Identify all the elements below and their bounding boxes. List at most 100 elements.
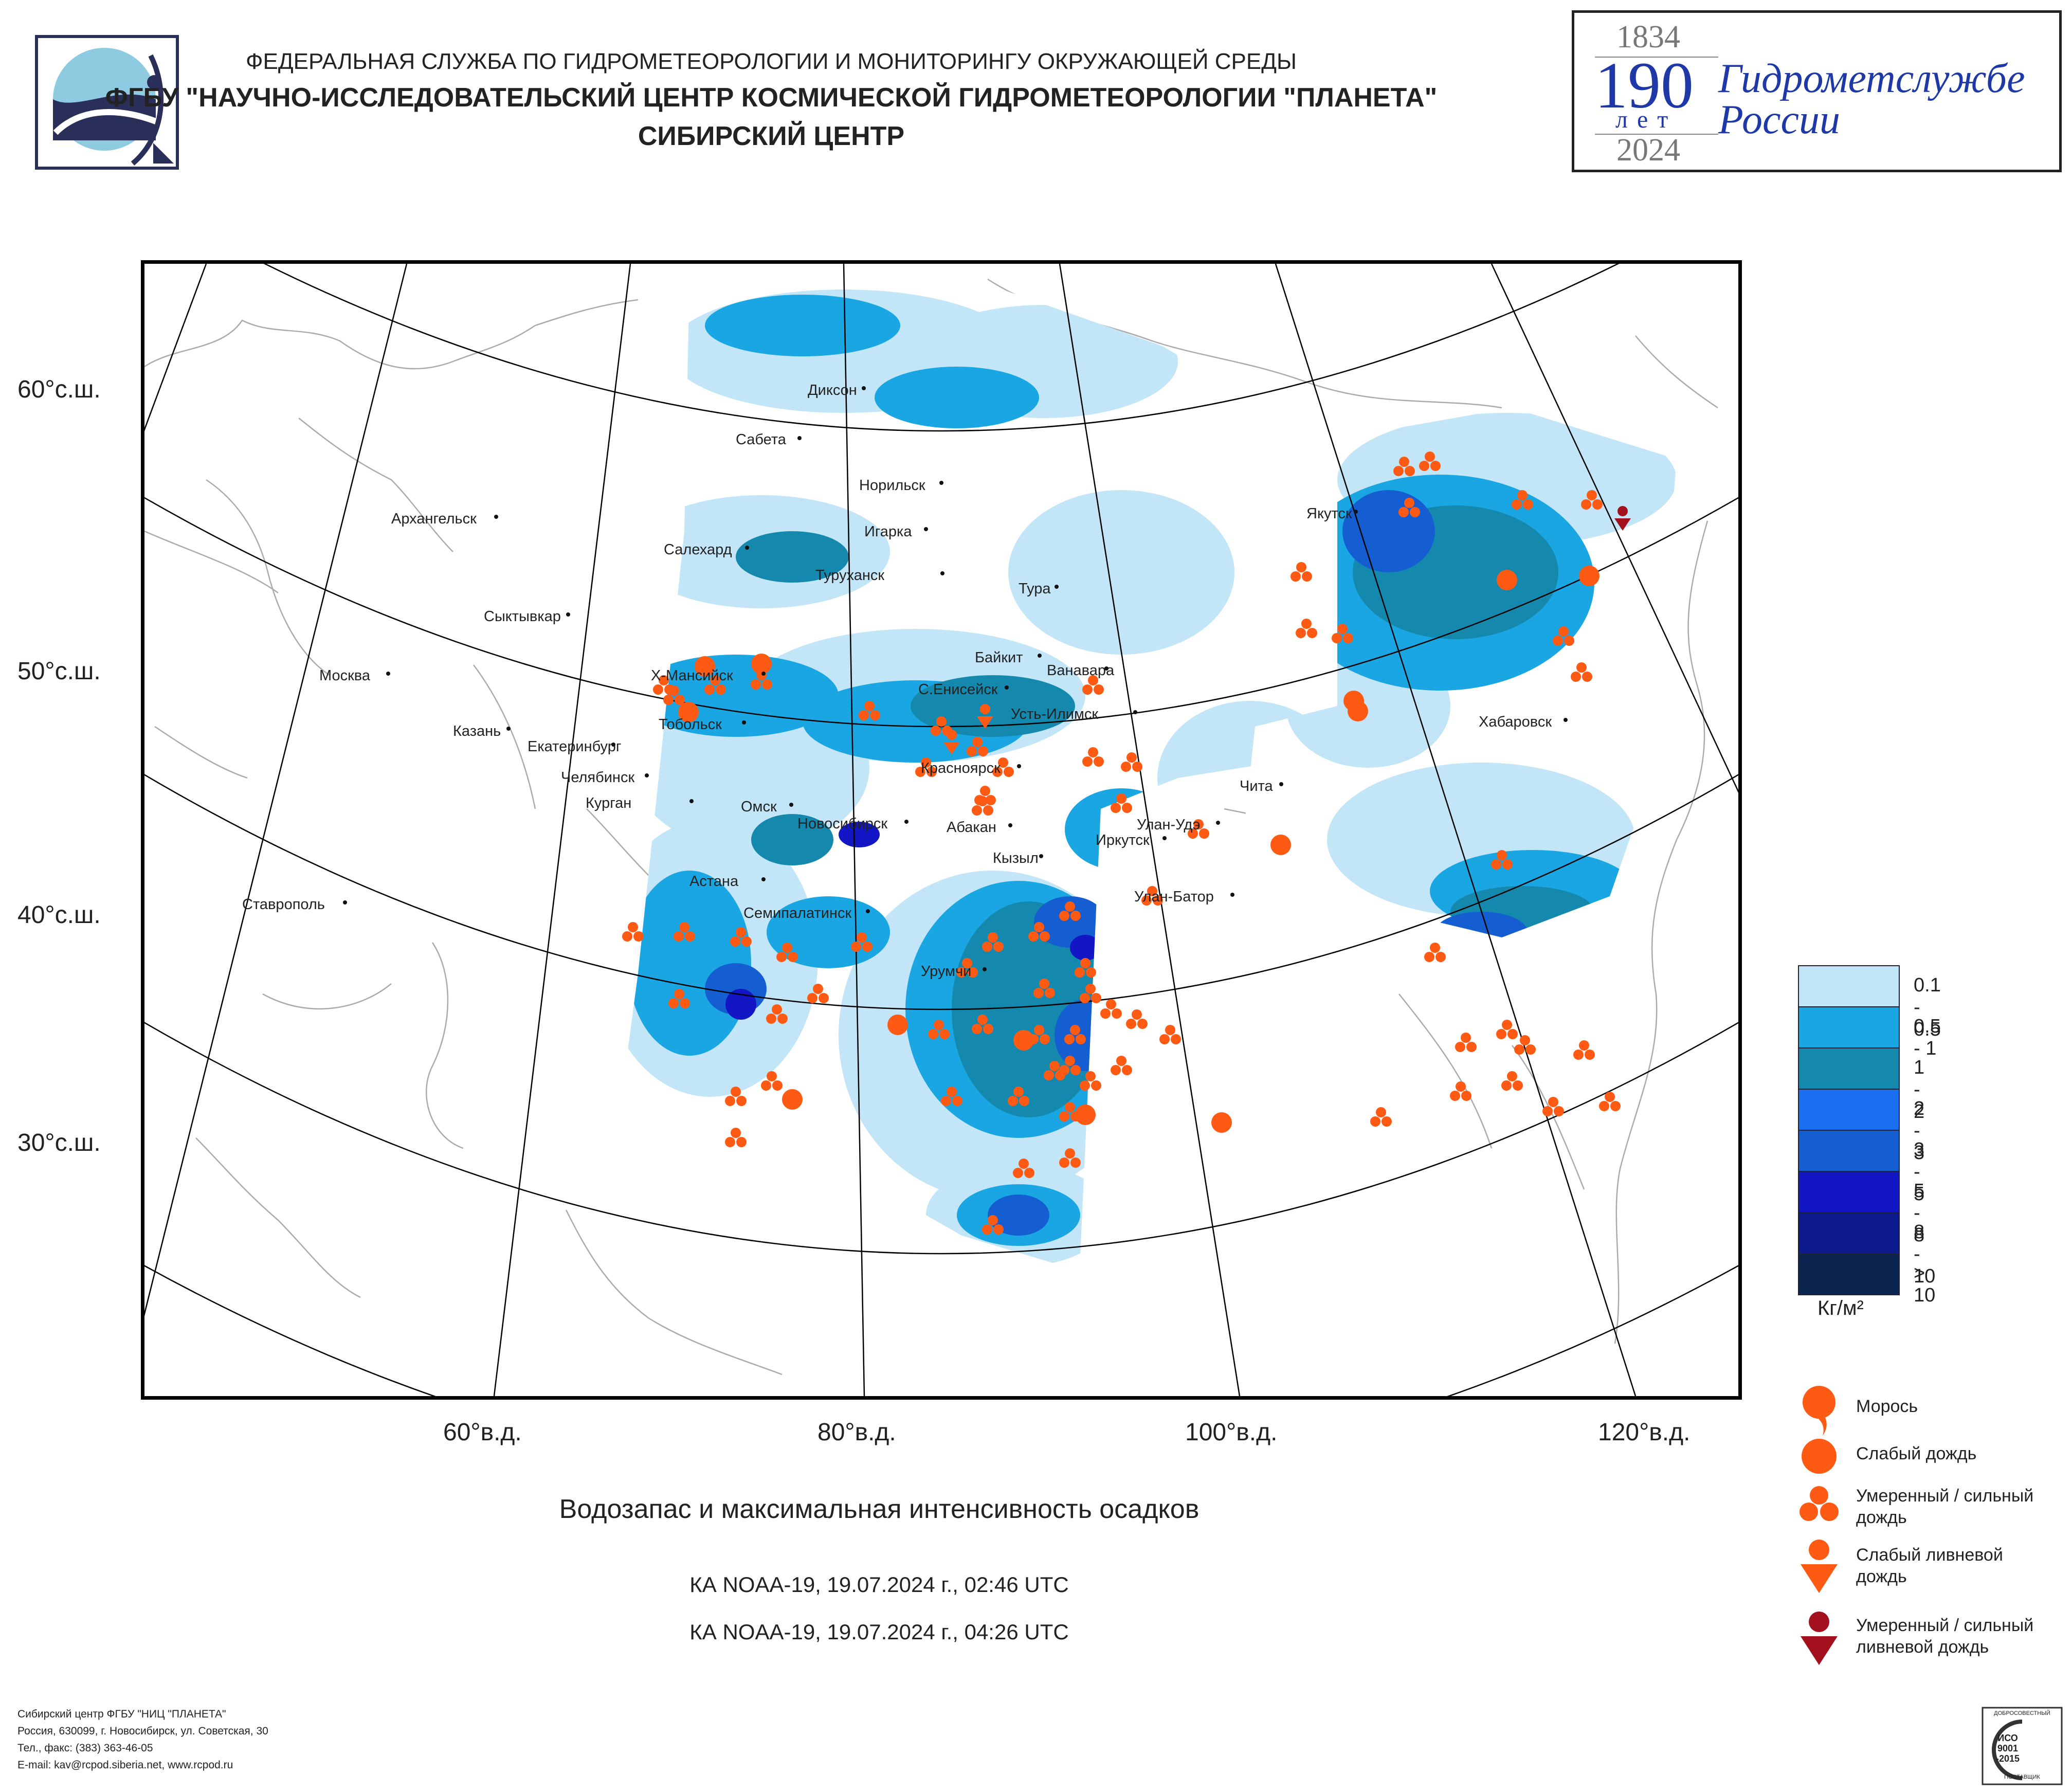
moderate-rain-marker bbox=[1080, 984, 1101, 1003]
pass-2: КА NOAA-19, 19.07.2024 г., 04:26 UTC bbox=[689, 1620, 1069, 1644]
legend-swatch bbox=[1798, 1006, 1900, 1048]
city-dot bbox=[983, 967, 987, 971]
city-label: Х-Мансийск bbox=[651, 667, 733, 684]
legend-label-light-shower: Слабый ливневой дождь bbox=[1856, 1545, 2003, 1586]
footer-line-2: Россия, 630099, г. Новосибирск, ул. Сове… bbox=[17, 1725, 268, 1737]
moderate-rain-marker bbox=[1398, 498, 1420, 517]
iso-badge: ДОБРОСОВЕСТНЫЙ ИСО 9001 -2015 ПОСТАВЩИК bbox=[1981, 1706, 2063, 1786]
moderate-rain-marker bbox=[915, 757, 937, 777]
map-title: Водозапас и максимальная интенсивность о… bbox=[559, 1494, 1199, 1524]
city-dot bbox=[1017, 764, 1021, 768]
moderate-rain-marker bbox=[1111, 793, 1132, 813]
moderate-rain-marker bbox=[928, 1020, 950, 1039]
moderate-rain-marker bbox=[851, 932, 873, 952]
legend-swatch bbox=[1798, 1212, 1900, 1254]
city-label: Норильск bbox=[859, 477, 925, 494]
city-label: Иркутск bbox=[1096, 832, 1150, 848]
moderate-rain-marker bbox=[1188, 819, 1209, 839]
heavy-shower-marker bbox=[1614, 506, 1631, 531]
moderate-rain-marker bbox=[1571, 662, 1592, 682]
moderate-heavy-shower-icon bbox=[1801, 1612, 1838, 1665]
legend-swatch bbox=[1798, 965, 1900, 1007]
city-dot bbox=[742, 720, 746, 725]
legend-swatch bbox=[1798, 1171, 1900, 1213]
moderate-rain-marker bbox=[1059, 901, 1081, 921]
city-label: Казань bbox=[453, 723, 501, 739]
anniversary-badge: 1834 190 лет 2024 Гидрометслужбе России bbox=[1572, 10, 2062, 172]
moderate-rain-marker bbox=[1291, 562, 1312, 582]
city-dot bbox=[1133, 710, 1137, 714]
city-label: Тура bbox=[1019, 581, 1051, 597]
header-center: СИБИРСКИЙ ЦЕНТР bbox=[638, 121, 905, 151]
city-label: Улан-Батор bbox=[1134, 889, 1214, 905]
light-rain-icon bbox=[1802, 1439, 1837, 1474]
city-label: Урумчи bbox=[921, 963, 972, 980]
moderate-rain-marker bbox=[1064, 1025, 1086, 1044]
legend-swatch-label: 1 - 2 bbox=[1914, 1057, 1925, 1123]
moderate-rain-marker bbox=[674, 922, 695, 942]
moderate-rain-marker bbox=[1033, 979, 1055, 998]
anniversary-text-line1: Гидрометслужбе bbox=[1718, 56, 2025, 101]
footer-line-1: Сибирский центр ФГБУ "НИЦ "ПЛАНЕТА" bbox=[17, 1708, 226, 1720]
moderate-rain-marker bbox=[663, 685, 685, 705]
lat-label-50: 50°с.ш. bbox=[17, 658, 101, 685]
city-label: Салехард bbox=[664, 541, 732, 558]
moderate-rain-marker bbox=[992, 757, 1014, 777]
moderate-rain-marker bbox=[1159, 1025, 1181, 1044]
moderate-rain-marker bbox=[1059, 1056, 1081, 1075]
light-shower-icon bbox=[1801, 1540, 1838, 1593]
moderate-rain-marker bbox=[859, 701, 880, 720]
iso-top-text: ДОБРОСОВЕСТНЫЙ bbox=[1994, 1710, 2050, 1716]
lon-label-100: 100°в.д. bbox=[1185, 1419, 1278, 1446]
moderate-rain-marker bbox=[1581, 490, 1603, 510]
moderate-rain-marker bbox=[1491, 850, 1513, 870]
city-dot bbox=[1038, 654, 1042, 658]
city-label: Екатеринбург bbox=[528, 738, 622, 755]
city-label: Красноярск bbox=[921, 760, 1001, 776]
moderate-rain-marker bbox=[941, 1087, 962, 1106]
city-label: Тобольск bbox=[659, 716, 722, 733]
city-label: Омск bbox=[741, 799, 777, 815]
precipitation-markers bbox=[622, 451, 1631, 1235]
moderate-rain-marker bbox=[1512, 490, 1533, 510]
moderate-rain-marker bbox=[1496, 1020, 1518, 1039]
iso-standard: ИСО 9001 -2015 bbox=[1995, 1733, 2020, 1764]
light-rain-marker bbox=[1075, 1105, 1096, 1125]
moderate-rain-marker bbox=[1121, 752, 1142, 772]
coastlines bbox=[144, 278, 1718, 1376]
moderate-rain-marker bbox=[1599, 1092, 1621, 1111]
city-label: Абакан bbox=[947, 819, 996, 836]
light-rain-marker bbox=[782, 1089, 803, 1110]
city-dot bbox=[904, 820, 908, 824]
anniversary-unit: лет bbox=[1615, 106, 1678, 133]
moderate-rain-marker bbox=[730, 927, 752, 947]
footer-contacts: Сибирский центр ФГБУ "НИЦ "ПЛАНЕТА" Росс… bbox=[17, 1706, 268, 1774]
drizzle-icon bbox=[1803, 1386, 1835, 1436]
moderate-rain-marker bbox=[1028, 922, 1050, 942]
city-dot bbox=[939, 481, 943, 485]
lat-label-60: 60°с.ш. bbox=[17, 376, 101, 403]
city-dot bbox=[1055, 585, 1059, 589]
city-label: Сыктывкар bbox=[484, 608, 561, 625]
moderate-rain-marker bbox=[1008, 1087, 1029, 1106]
city-dot bbox=[689, 799, 694, 803]
city-label: Москва bbox=[319, 667, 371, 684]
moderate-rain-marker bbox=[725, 1128, 747, 1147]
legend-swatch-label: 0.5 - 1 bbox=[1914, 1016, 1941, 1059]
light-shower-marker bbox=[977, 704, 993, 729]
light-shower-marker bbox=[943, 730, 960, 754]
legend-swatch bbox=[1798, 1047, 1900, 1090]
moderate-rain-marker bbox=[1370, 1107, 1392, 1127]
moderate-rain-marker bbox=[1542, 1097, 1564, 1116]
city-label: Байкит bbox=[975, 649, 1023, 666]
legend-label-moderate-rain: Умеренный / сильный дождь bbox=[1856, 1486, 2034, 1527]
moderate-rain-marker bbox=[967, 737, 988, 756]
moderate-rain-marker bbox=[1111, 1056, 1132, 1075]
graticule bbox=[144, 264, 1738, 1396]
moderate-rain-marker bbox=[1044, 1061, 1065, 1080]
city-dot bbox=[343, 900, 347, 904]
city-dot bbox=[1008, 823, 1012, 827]
city-dot bbox=[386, 672, 390, 676]
light-rain-marker bbox=[751, 654, 772, 674]
city-dot bbox=[761, 877, 766, 881]
